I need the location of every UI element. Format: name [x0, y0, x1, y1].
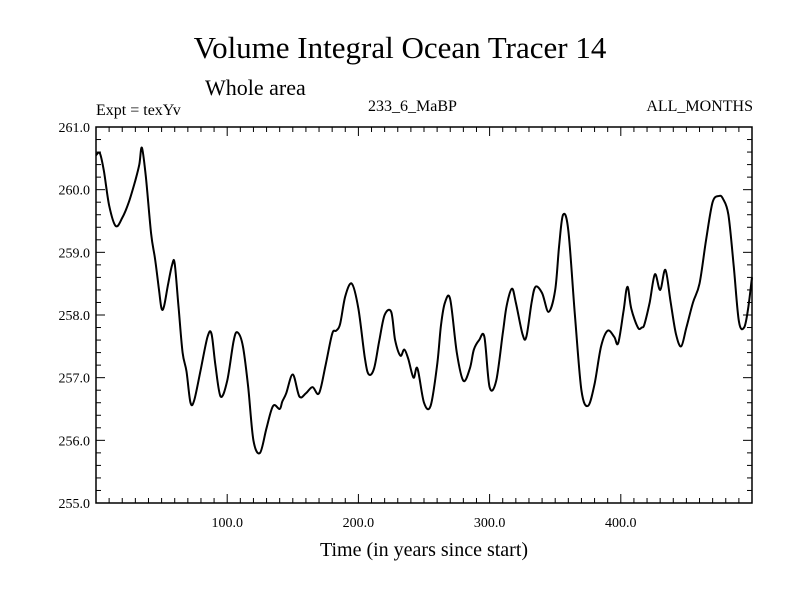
x-tick-label: 200.0 — [343, 516, 375, 531]
run-label: 233_6_MaBP — [368, 98, 457, 115]
chart-title: Volume Integral Ocean Tracer 14 — [193, 30, 607, 65]
x-axis-label: Time (in years since start) — [320, 539, 528, 561]
y-tick-label: 255.0 — [59, 497, 91, 512]
axis-ticks: 255.0 256.0 257.0 258.0 259.0 260.0 261.0 100.0… — [59, 121, 752, 531]
series-layer — [95, 146, 753, 455]
y-tick-label: 256.0 — [59, 434, 91, 449]
experiment-label: Expt = texYv — [96, 102, 181, 119]
chart-subtitle: Whole area — [205, 75, 306, 100]
series-line — [95, 146, 753, 455]
y-tick-label: 257.0 — [59, 372, 91, 387]
y-tick-label: 258.0 — [59, 309, 91, 324]
x-tick-label: 300.0 — [474, 516, 506, 531]
y-tick-label: 260.0 — [59, 184, 91, 199]
period-label: ALL_MONTHS — [646, 98, 753, 115]
y-tick-label: 261.0 — [59, 121, 91, 136]
x-tick-label: 400.0 — [605, 516, 637, 531]
plot-frame — [95, 126, 753, 504]
x-tick-label: 100.0 — [211, 516, 243, 531]
y-tick-label: 259.0 — [59, 246, 91, 261]
